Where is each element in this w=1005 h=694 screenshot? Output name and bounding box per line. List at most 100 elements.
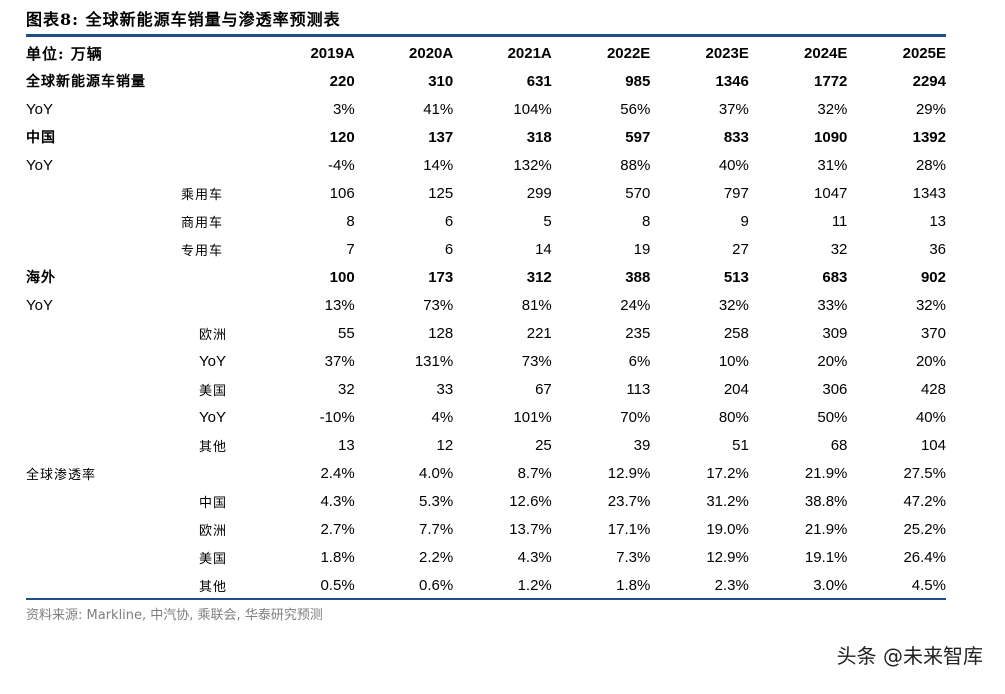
table-cell: 2.7% [320, 520, 355, 538]
table-cell: 7 [346, 240, 355, 258]
header-row: 单位: 万辆 2019A 2020A 2021A 2022E 2023E 202… [26, 39, 946, 67]
table-cell: 388 [625, 268, 651, 286]
table-cell: 27 [732, 240, 749, 258]
table-cell: 4.3% [320, 492, 355, 510]
table-cell: 6% [628, 352, 651, 370]
table-cell: 8 [641, 212, 651, 230]
table-cell: 73% [521, 352, 552, 370]
table-cell: 1.8% [616, 576, 651, 594]
table-cell: 306 [822, 380, 848, 398]
row-label: 美国 [199, 383, 228, 399]
table-cell: 570 [625, 184, 651, 202]
table-row: 乘用车 106 125 299 570 797 1047 1343 [26, 179, 946, 207]
table-cell: 19 [633, 240, 651, 258]
table-cell: 12.9% [607, 464, 651, 482]
table-cell: 6 [444, 240, 454, 258]
table-row: 中国 4.3% 5.3% 12.6% 23.7% 31.2% 38.8% 47.2% [26, 487, 946, 515]
row-label: 商用车 [181, 215, 224, 231]
row-label: 其他 [199, 439, 228, 455]
table-cell: 902 [920, 268, 946, 286]
table-cell: 68 [830, 436, 848, 454]
row-label: 专用车 [181, 243, 224, 259]
table-cell: -10% [319, 408, 355, 426]
table-cell: 5 [543, 212, 552, 230]
table-cell: 8 [346, 212, 355, 230]
table-cell: 40% [915, 408, 946, 426]
table-row: 其他 13 12 25 39 51 68 104 [26, 431, 946, 459]
row-label: 海外 [26, 270, 56, 286]
table-cell: 597 [625, 128, 651, 146]
table-cell: 10% [718, 352, 749, 370]
table-cell: 137 [428, 128, 454, 146]
table-cell: 1346 [715, 72, 749, 90]
table-cell: 47.2% [903, 492, 946, 510]
table-cell: 17.1% [607, 520, 651, 538]
table-cell: 2.3% [714, 576, 749, 594]
table-cell: 1772 [814, 72, 848, 90]
table-cell: 31% [817, 156, 848, 174]
table-cell: 4% [431, 408, 454, 426]
table-cell: 513 [723, 268, 749, 286]
table-cell: 120 [329, 128, 355, 146]
table-cell: 25 [535, 436, 552, 454]
table-cell: 41% [423, 100, 454, 118]
table-cell: 131% [414, 352, 454, 370]
table-cell: 4.5% [911, 576, 946, 594]
row-label: 乘用车 [181, 187, 224, 203]
table-cell: 28% [915, 156, 946, 174]
table-cell: 37% [718, 100, 749, 118]
table-cell: 23.7% [607, 492, 651, 510]
row-label: YoY [199, 352, 226, 370]
table-cell: 318 [526, 128, 552, 146]
table-cell: 0.5% [320, 576, 355, 594]
table-cell: 29% [915, 100, 946, 118]
table-cell: 4.3% [517, 548, 552, 566]
table-cell: 3% [332, 100, 355, 118]
table-row: 欧洲 55 128 221 235 258 309 370 [26, 319, 946, 347]
table-cell: 12 [436, 436, 454, 454]
table-cell: 37% [324, 352, 355, 370]
table-cell: 2.4% [320, 464, 355, 482]
table-cell: 24% [620, 296, 651, 314]
table-cell: 299 [526, 184, 552, 202]
source-note: 资料来源: Markline, 中汽协, 乘联会, 华泰研究预测 [26, 608, 323, 623]
col-header: 2020A [409, 44, 454, 62]
table-row: 专用车 7 6 14 19 27 32 36 [26, 235, 946, 263]
table-cell: 8.7% [517, 464, 552, 482]
table-cell: 12.6% [509, 492, 552, 510]
table-cell: 13 [337, 436, 355, 454]
table-cell: 5.3% [419, 492, 454, 510]
table-cell: 51 [732, 436, 749, 454]
table-cell: 683 [822, 268, 848, 286]
row-label: 欧洲 [199, 327, 228, 343]
table-cell: 32% [915, 296, 946, 314]
row-label: 全球渗透率 [26, 467, 97, 483]
table-cell: 14% [423, 156, 454, 174]
table-cell: 7.7% [419, 520, 454, 538]
table-cell: 833 [723, 128, 749, 146]
table-cell: 1343 [912, 184, 946, 202]
table-cell: 4.0% [419, 464, 454, 482]
row-label: 欧洲 [199, 523, 228, 539]
table-cell: 32% [817, 100, 848, 118]
table-cell: 70% [620, 408, 651, 426]
table-cell: 13% [324, 296, 355, 314]
table-cell: 106 [329, 184, 355, 202]
table-cell: -4% [327, 156, 355, 174]
table-cell: 1047 [814, 184, 848, 202]
table-cell: 309 [822, 324, 848, 342]
row-label: 其他 [199, 579, 228, 595]
table-cell: 12.9% [706, 548, 749, 566]
table-cell: 13 [929, 212, 946, 230]
table-cell: 32% [718, 296, 749, 314]
table-cell: 1.8% [320, 548, 355, 566]
table-row: 美国 1.8% 2.2% 4.3% 7.3% 12.9% 19.1% 26.4% [26, 543, 946, 571]
col-header: 2021A [507, 44, 552, 62]
table-cell: 67 [535, 380, 552, 398]
table-cell: 104 [920, 436, 946, 454]
table-cell: 2294 [912, 72, 946, 90]
watermark: 头条 @未来智库 [837, 640, 983, 669]
table-cell: 38.8% [804, 492, 848, 510]
table-cell: 220 [329, 72, 355, 90]
table-cell: 370 [920, 324, 946, 342]
